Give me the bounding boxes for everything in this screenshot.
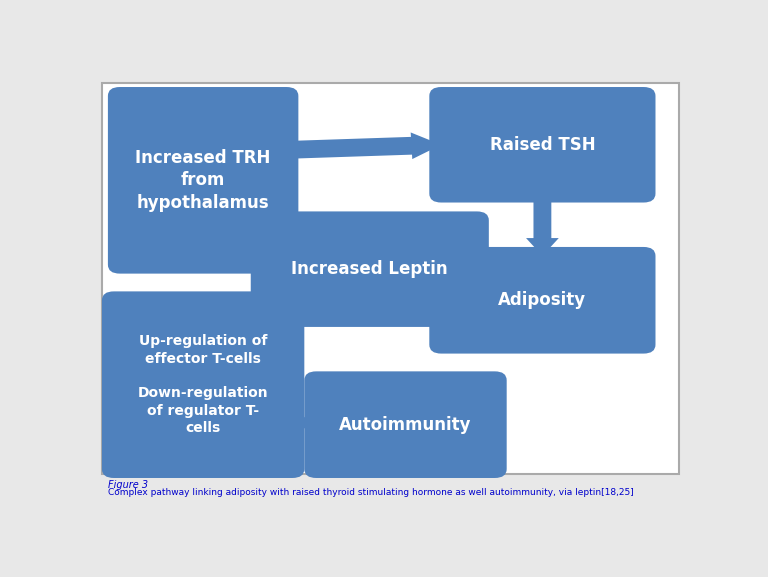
- Polygon shape: [230, 294, 312, 324]
- Polygon shape: [255, 218, 294, 271]
- FancyBboxPatch shape: [108, 87, 299, 273]
- Text: Adiposity: Adiposity: [498, 291, 587, 309]
- FancyBboxPatch shape: [304, 372, 507, 478]
- FancyBboxPatch shape: [429, 247, 656, 354]
- Text: Increased Leptin: Increased Leptin: [292, 260, 448, 278]
- FancyBboxPatch shape: [102, 83, 680, 474]
- Polygon shape: [526, 194, 559, 256]
- Text: Increased TRH
from
hypothalamus: Increased TRH from hypothalamus: [135, 149, 271, 212]
- FancyBboxPatch shape: [429, 87, 656, 203]
- Polygon shape: [286, 133, 441, 159]
- Text: Raised TSH: Raised TSH: [489, 136, 595, 153]
- FancyBboxPatch shape: [250, 211, 488, 327]
- Text: Autoimmunity: Autoimmunity: [339, 415, 472, 434]
- Polygon shape: [435, 269, 477, 305]
- Text: Complex pathway linking adiposity with raised thyroid stimulating hormone as wel: Complex pathway linking adiposity with r…: [108, 488, 634, 497]
- Text: Up-regulation of
effector T-cells

Down-regulation
of regulator T-
cells: Up-regulation of effector T-cells Down-r…: [137, 335, 269, 435]
- Text: Figure 3: Figure 3: [108, 480, 148, 490]
- FancyBboxPatch shape: [102, 291, 304, 478]
- Polygon shape: [287, 410, 316, 433]
